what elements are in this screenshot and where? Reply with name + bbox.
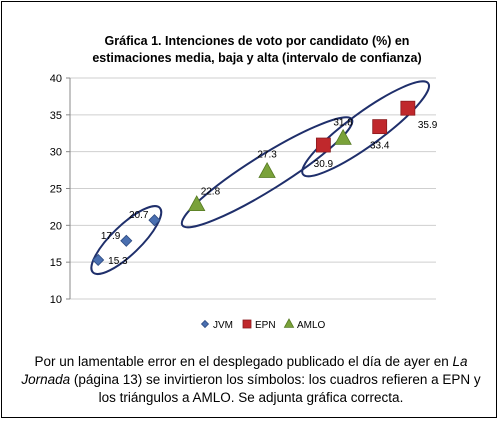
confidence-ellipse: [301, 80, 431, 178]
amlo-point: [258, 161, 276, 178]
legend-item-amlo: AMLO: [283, 318, 326, 331]
y-tick-label: 20: [50, 220, 62, 232]
jvm-point: [148, 214, 161, 227]
data-labels: 15.3 17.9 20.7 30.9 33.4 35.9 22.8 27.3 31.8: [101, 117, 438, 267]
correction-caption: Por un lamentable error en el desplegado…: [16, 353, 486, 407]
amlo-point: [334, 128, 352, 145]
confidence-ellipse: [90, 205, 163, 275]
y-axis: 10 15 20 25 30 35 40: [50, 73, 71, 306]
grid-lines: [70, 77, 436, 300]
legend-label: JVM: [213, 320, 233, 331]
chart-plot: 10 15 20 25 30 35 40 15.3 17.9 20.7 30.9 33.4 35.9 2…: [50, 73, 438, 331]
data-label: 33.4: [370, 141, 390, 152]
caption-newspaper-name: La Jornada: [21, 354, 468, 387]
caption-text-1: Por un lamentable error en el desplegado…: [34, 354, 453, 369]
epn-point: [315, 137, 331, 153]
data-label: 22.8: [201, 187, 221, 198]
data-label: 20.7: [129, 210, 149, 221]
legend-label: AMLO: [297, 320, 326, 331]
epn-point: [242, 319, 252, 329]
data-label: 15.3: [108, 256, 128, 267]
caption-text-2: (página 13) se invirtieron los símbolos:…: [70, 372, 481, 405]
confidence-ellipses: [90, 80, 431, 275]
data-label: 31.8: [333, 117, 353, 128]
legend-label: EPN: [255, 320, 276, 331]
chart-title: Gráfica 1. Intenciones de voto por candi…: [42, 33, 472, 67]
epn-point: [372, 119, 388, 135]
data-label: 27.3: [257, 150, 277, 161]
y-tick-label: 15: [50, 257, 62, 269]
y-tick-label: 25: [50, 184, 62, 196]
legend: JVM EPN AMLO: [200, 318, 326, 331]
data-label: 35.9: [418, 120, 438, 131]
y-tick-label: 35: [50, 110, 62, 122]
legend-item-jvm: JVM: [200, 319, 233, 331]
epn-point: [400, 100, 416, 116]
chart-title-line-1: Gráfica 1. Intenciones de voto por candi…: [104, 34, 410, 48]
chart-title-line-2: estimaciones media, baja y alta (interva…: [92, 51, 422, 65]
amlo-point: [187, 195, 206, 212]
data-label: 30.9: [314, 159, 334, 170]
legend-item-epn: EPN: [242, 319, 276, 331]
data-label: 17.9: [101, 231, 121, 242]
data-points: [92, 100, 416, 267]
y-tick-label: 10: [50, 294, 62, 306]
amlo-point: [283, 318, 295, 328]
jvm-point: [120, 234, 133, 247]
jvm-point: [200, 319, 210, 329]
y-tick-label: 30: [50, 147, 62, 159]
y-tick-label: 40: [50, 73, 62, 85]
jvm-point: [92, 253, 105, 267]
